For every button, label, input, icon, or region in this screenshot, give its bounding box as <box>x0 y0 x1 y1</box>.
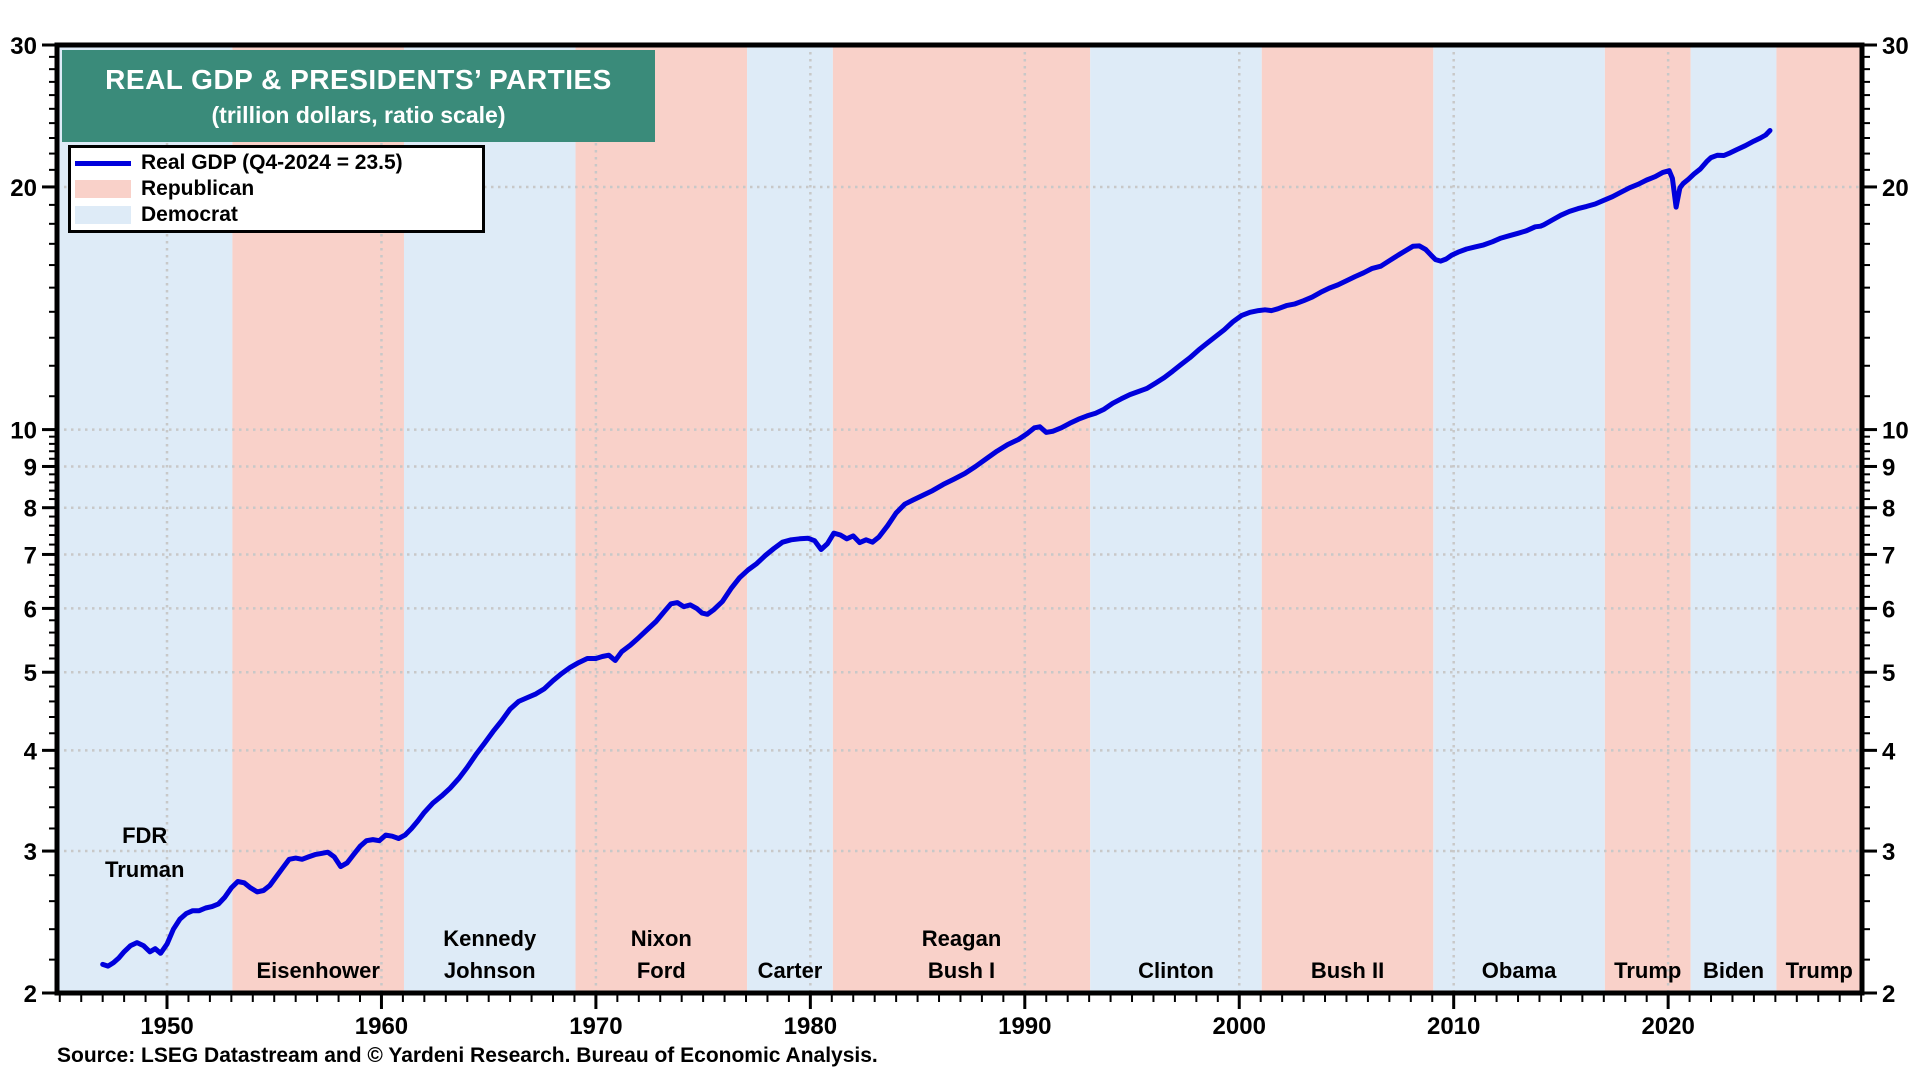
y-axis-label-right: 9 <box>1882 454 1895 481</box>
y-axis-label-left: 9 <box>24 454 37 481</box>
party-band-democrat <box>1090 45 1262 993</box>
gdp-line-swatch <box>75 161 131 166</box>
y-axis-label-right: 20 <box>1882 175 1909 202</box>
legend-row-gdp: Real GDP (Q4-2024 = 23.5) <box>75 151 482 175</box>
party-band-republican <box>832 45 1091 993</box>
president-label-trump: Trump <box>1786 958 1853 983</box>
y-axis-label-right: 5 <box>1882 660 1895 687</box>
president-label-biden: Biden <box>1703 958 1764 983</box>
president-label-ford: Ford <box>637 958 686 983</box>
y-axis-label-left: 3 <box>24 839 37 866</box>
legend-democrat-swatch <box>75 206 131 224</box>
legend: Real GDP (Q4-2024 = 23.5) Republican Dem… <box>68 145 485 233</box>
x-axis-label: 2010 <box>1427 1013 1480 1040</box>
y-axis-label-left: 30 <box>10 33 37 60</box>
president-label-kennedy: Kennedy <box>443 926 537 951</box>
x-axis-label: 1950 <box>140 1013 193 1040</box>
y-axis-label-left: 8 <box>24 496 37 523</box>
y-axis-label-left: 7 <box>24 542 37 569</box>
x-axis-label: 1990 <box>998 1013 1051 1040</box>
source-attribution: Source: LSEG Datastream and © Yardeni Re… <box>57 1044 878 1067</box>
legend-row-republican: Republican <box>75 177 482 201</box>
y-axis-label-left: 5 <box>24 660 37 687</box>
president-label-fdr: FDR <box>122 823 167 848</box>
y-axis-label-right: 7 <box>1882 542 1895 569</box>
chart-title: REAL GDP & PRESIDENTS’ PARTIES <box>105 63 612 95</box>
y-axis-label-left: 6 <box>24 596 37 623</box>
president-label-obama: Obama <box>1482 958 1557 983</box>
x-axis-label: 2000 <box>1213 1013 1266 1040</box>
y-axis-label-left: 20 <box>10 175 37 202</box>
party-band-republican <box>1776 45 1862 993</box>
y-axis-label-right: 8 <box>1882 496 1895 523</box>
president-label-clinton: Clinton <box>1138 958 1214 983</box>
president-label-truman: Truman <box>105 857 184 882</box>
y-axis-label-left: 4 <box>24 738 38 765</box>
x-axis-label: 1960 <box>355 1013 408 1040</box>
president-label-bush-i: Bush I <box>928 958 995 983</box>
party-band-republican <box>575 45 748 993</box>
legend-row-democrat: Democrat <box>75 203 482 227</box>
y-axis-label-right: 3 <box>1882 839 1895 866</box>
legend-republican-swatch <box>75 180 131 198</box>
legend-republican-label: Republican <box>141 177 255 200</box>
party-band-democrat <box>747 45 833 993</box>
president-label-reagan: Reagan <box>922 926 1001 951</box>
gdp-line <box>100 128 1773 969</box>
y-axis-label-right: 30 <box>1882 33 1909 60</box>
president-label-eisenhower: Eisenhower <box>256 958 380 983</box>
y-axis-label-right: 4 <box>1882 738 1896 765</box>
party-band-democrat <box>1433 45 1605 993</box>
chart-title-box: REAL GDP & PRESIDENTS’ PARTIES (trillion… <box>62 50 655 142</box>
y-axis-label-right: 10 <box>1882 418 1909 445</box>
y-axis-label-right: 2 <box>1882 981 1895 1008</box>
president-label-trump: Trump <box>1614 958 1681 983</box>
y-axis-label-left: 2 <box>24 981 37 1008</box>
plot-border <box>54 42 1865 996</box>
party-band-democrat <box>1690 45 1777 993</box>
legend-democrat-label: Democrat <box>141 203 238 226</box>
x-axis-label: 1980 <box>784 1013 837 1040</box>
president-label-johnson: Johnson <box>444 958 536 983</box>
president-label-nixon: Nixon <box>631 926 692 951</box>
chart-subtitle: (trillion dollars, ratio scale) <box>211 101 506 128</box>
party-band-republican <box>1261 45 1434 993</box>
legend-gdp-label: Real GDP (Q4-2024 = 23.5) <box>141 151 403 174</box>
y-axis-label-right: 6 <box>1882 596 1895 623</box>
president-label-carter: Carter <box>758 958 823 983</box>
x-axis-label: 1970 <box>569 1013 622 1040</box>
president-label-bush-ii: Bush II <box>1311 958 1384 983</box>
y-axis-label-left: 10 <box>10 418 37 445</box>
x-axis-label: 2020 <box>1641 1013 1694 1040</box>
